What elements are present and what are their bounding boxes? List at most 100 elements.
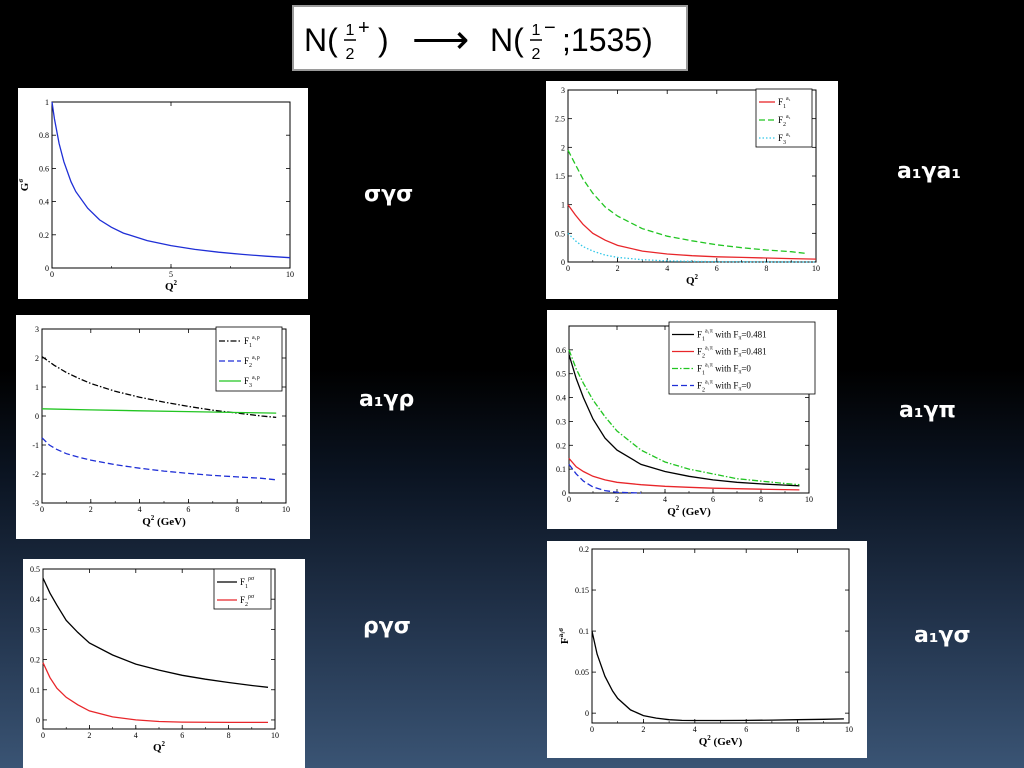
x-tick-label: 6 bbox=[744, 725, 748, 734]
legend-box bbox=[215, 326, 283, 392]
label-a1gpi: a₁γπ bbox=[899, 398, 956, 423]
x-tick-label: 8 bbox=[764, 264, 768, 273]
y-tick-label: 0.8 bbox=[39, 131, 49, 140]
y-tick-label: 0.15 bbox=[575, 586, 589, 595]
y-tick-label: -2 bbox=[32, 470, 39, 479]
x-tick-label: 0 bbox=[50, 270, 54, 279]
y-tick-label: 3 bbox=[35, 325, 39, 334]
x-axis-label: Q2 bbox=[686, 273, 699, 287]
x-tick-label: 4 bbox=[663, 495, 667, 504]
plot-frame bbox=[51, 101, 291, 269]
legend-label: F3a₁ρ bbox=[244, 375, 260, 389]
y-tick-label: 1 bbox=[561, 201, 565, 210]
label-a1ga1: a₁γa₁ bbox=[897, 159, 961, 184]
y-tick-label: 0.4 bbox=[556, 394, 566, 403]
x-axis-label: Q2 bbox=[153, 740, 166, 754]
x-tick-label: 6 bbox=[180, 731, 184, 740]
y-tick-label: 0.6 bbox=[556, 346, 566, 355]
title-parity2: − bbox=[544, 17, 556, 39]
legend-label: F2a₁π with Fπ=0.481 bbox=[697, 346, 767, 360]
x-tick-label: 0 bbox=[40, 505, 44, 514]
y-tick-label: 3 bbox=[561, 86, 565, 95]
y-tick-label: 0.4 bbox=[30, 595, 40, 604]
label-sgs: σγσ bbox=[364, 182, 414, 207]
legend-box bbox=[213, 568, 272, 610]
x-tick-label: 0 bbox=[566, 264, 570, 273]
x-tick-label: 2 bbox=[616, 264, 620, 273]
y-tick-label: 2.5 bbox=[555, 115, 565, 124]
title-frac1-den: 2 bbox=[346, 46, 355, 63]
chart-panel-a1gpi: 0 2 4 6 8 10 0 0.1 0.2 0.3 0.4 0.5 0.6 Q2 (GeV) F1a₁π … bbox=[547, 310, 837, 529]
y-tick-label: 0 bbox=[562, 489, 566, 498]
chart-a1gpi: 0 2 4 6 8 10 0 0.1 0.2 0.3 0.4 0.5 0.6 Q2 (GeV) F1a₁π … bbox=[556, 321, 816, 518]
y-tick-label: 0.2 bbox=[556, 441, 566, 450]
x-tick-label: 8 bbox=[235, 505, 239, 514]
title-parity1: + bbox=[358, 17, 370, 39]
x-axis-label: Q2 (GeV) bbox=[667, 504, 711, 518]
series-line-4 bbox=[568, 464, 642, 494]
x-tick-label: 10 bbox=[271, 731, 279, 740]
x-tick-label: 6 bbox=[715, 264, 719, 273]
title-arrow: ⟶ bbox=[412, 18, 469, 62]
series-line-2 bbox=[41, 437, 277, 481]
y-tick-label: 0 bbox=[45, 264, 49, 273]
x-axis-label: Q2 (GeV) bbox=[699, 734, 743, 748]
x-tick-label: 4 bbox=[693, 725, 697, 734]
chart-rhogs: 0 2 4 6 8 10 0 0.1 0.2 0.3 0.4 0.5 Q2 F1ρσ F2ρσ bbox=[30, 565, 279, 754]
x-tick-label: 10 bbox=[805, 495, 813, 504]
x-tick-label: 10 bbox=[845, 725, 853, 734]
y-tick-label: 0.1 bbox=[556, 465, 566, 474]
y-tick-label: 0.6 bbox=[39, 164, 49, 173]
legend-label: F1a₁π with Fπ=0.481 bbox=[697, 329, 767, 343]
chart-a1grho: 0 2 4 6 8 10 -3 -2 -1 0 1 2 3 Q2 (GeV) F1a₁ρ F2a₁ρ F3a₁ρ bbox=[32, 325, 290, 528]
legend-label: F1a₁ bbox=[778, 96, 791, 110]
y-tick-label: 0.1 bbox=[30, 686, 40, 695]
y-tick-label: 0 bbox=[36, 716, 40, 725]
x-tick-label: 2 bbox=[89, 505, 93, 514]
y-tick-label: 1.5 bbox=[555, 172, 565, 181]
series-line-3 bbox=[41, 408, 277, 414]
y-tick-label: 1 bbox=[45, 98, 49, 107]
x-tick-label: 2 bbox=[87, 731, 91, 740]
x-tick-label: 10 bbox=[282, 505, 290, 514]
series-line-1 bbox=[42, 577, 269, 688]
x-tick-label: 4 bbox=[665, 264, 669, 273]
plot-frame bbox=[591, 548, 850, 724]
title-suffix: ;1535) bbox=[562, 22, 653, 58]
y-tick-label: 0 bbox=[35, 412, 39, 421]
x-tick-label: 8 bbox=[796, 725, 800, 734]
series-line-1 bbox=[51, 101, 291, 259]
series-line-3 bbox=[567, 232, 817, 263]
y-tick-label: -3 bbox=[32, 499, 39, 508]
legend-label: F1a₁π with Fπ=0 bbox=[697, 363, 751, 377]
y-tick-label: 0.3 bbox=[30, 625, 40, 634]
y-tick-label: -1 bbox=[32, 441, 39, 450]
label-a1grho: a₁γρ bbox=[359, 387, 415, 412]
chart-panel-a1ga1: 0 2 4 6 8 10 0 0.5 1 1.5 2 2.5 3 Q2 F1a₁ F2a₁ F3a₁ bbox=[546, 81, 838, 299]
series-line-1 bbox=[567, 204, 817, 260]
x-tick-label: 0 bbox=[567, 495, 571, 504]
legend-label: F1ρσ bbox=[240, 576, 255, 590]
x-tick-label: 5 bbox=[169, 270, 173, 279]
title-frac1-num: 1 bbox=[346, 22, 355, 39]
chart-a1ga1: 0 2 4 6 8 10 0 0.5 1 1.5 2 2.5 3 Q2 F1a₁ F2a₁ F3a₁ bbox=[555, 86, 820, 287]
y-tick-label: 0.5 bbox=[555, 229, 565, 238]
title-frac2-num: 1 bbox=[532, 22, 541, 39]
legend-label: F1a₁ρ bbox=[244, 335, 260, 349]
series-line-3 bbox=[568, 349, 800, 486]
x-tick-label: 4 bbox=[134, 731, 138, 740]
x-tick-label: 10 bbox=[286, 270, 294, 279]
chart-a1gs: 0 2 4 6 8 10 0 0.05 0.1 0.15 0.2 Q2 (GeV) Fa₁σ bbox=[557, 545, 853, 748]
x-axis-label: Q2 (GeV) bbox=[142, 514, 186, 528]
y-tick-label: 0.1 bbox=[579, 627, 589, 636]
y-tick-label: 0.05 bbox=[575, 668, 589, 677]
y-tick-label: 2 bbox=[561, 143, 565, 152]
chart-panel-rhogs: 0 2 4 6 8 10 0 0.1 0.2 0.3 0.4 0.5 Q2 F1ρσ F2ρσ bbox=[23, 559, 305, 768]
x-tick-label: 2 bbox=[615, 495, 619, 504]
y-tick-label: 0.2 bbox=[30, 656, 40, 665]
x-tick-label: 10 bbox=[812, 264, 820, 273]
x-tick-label: 8 bbox=[759, 495, 763, 504]
series-line-1 bbox=[591, 630, 844, 722]
chart-panel-a1grho: 0 2 4 6 8 10 -3 -2 -1 0 1 2 3 Q2 (GeV) F1a₁ρ F2a₁ρ F3a₁ρ bbox=[16, 315, 310, 539]
chart-panel-sgs: 0 5 10 0 0.2 0.4 0.6 0.8 1 Q2 Gσ bbox=[18, 88, 308, 299]
